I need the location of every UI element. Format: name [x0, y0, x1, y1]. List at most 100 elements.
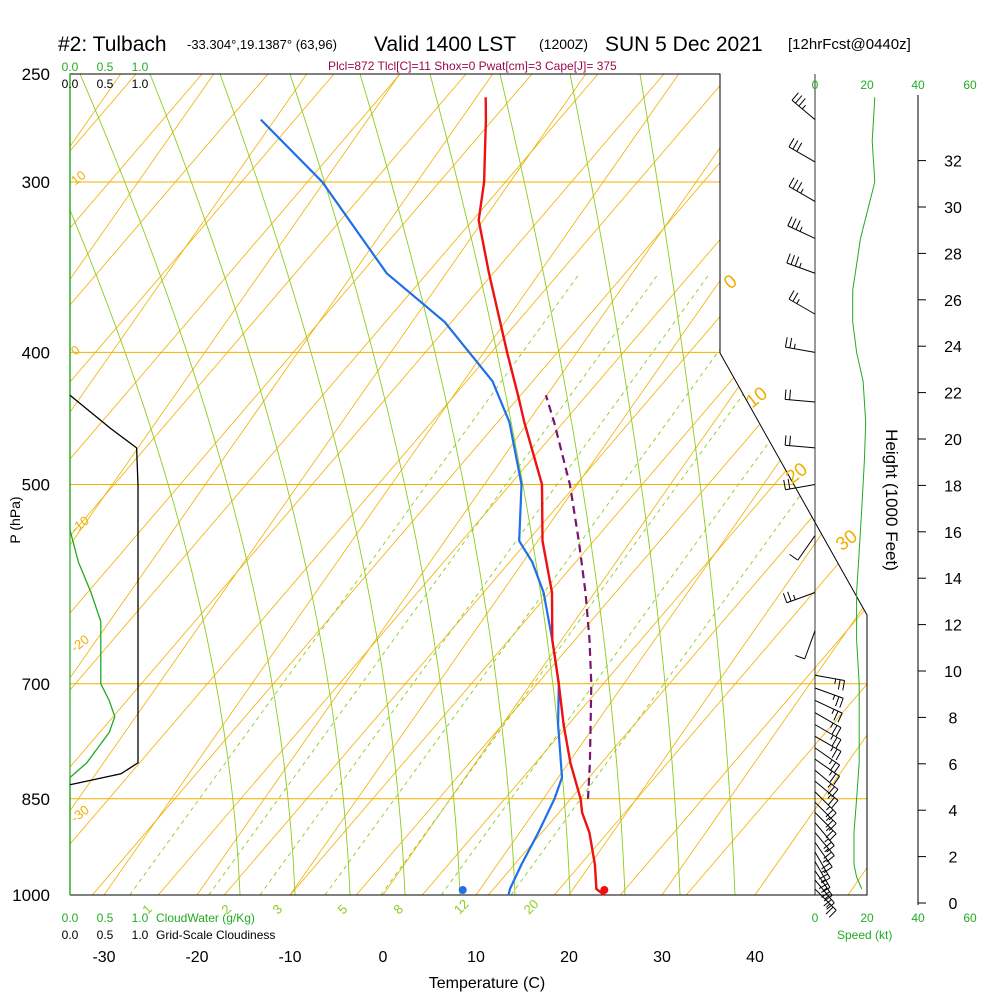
- wind-barb-shaft: [788, 146, 816, 163]
- wind-barb-flag: [787, 591, 792, 602]
- mixing-ratio-line: [259, 273, 711, 895]
- pressure-tick-label: 300: [22, 173, 50, 192]
- wind-barb-flag: [827, 797, 835, 806]
- wind-barb-flag: [826, 902, 835, 910]
- wind-barb-flag: [831, 789, 839, 798]
- wind-barb: [814, 879, 835, 910]
- dry-adiabat: [70, 74, 533, 895]
- wind-barb-flag: [823, 841, 832, 849]
- wind-top-tick: 0: [812, 78, 819, 92]
- wind-barb-flag: [829, 762, 837, 771]
- wind-barb-flag: [829, 773, 837, 783]
- height-tick-label: 22: [944, 386, 962, 403]
- temperature-tick-label: 10: [467, 949, 485, 966]
- wind-barb-shaft: [788, 185, 816, 202]
- wind-barb-half: [831, 709, 835, 715]
- dry-adiabat-label: -30: [68, 802, 92, 825]
- dry-adiabat-label: 10: [742, 383, 772, 413]
- wind-barb-shaft: [804, 630, 816, 660]
- height-tick-label: 16: [944, 525, 962, 542]
- wind-barb-flag: [792, 179, 799, 189]
- dry-adiabat: [70, 74, 335, 895]
- wind-barb-flag: [786, 253, 791, 264]
- dry-adiabat: [431, 74, 867, 895]
- wind-top-tick: 60: [963, 78, 977, 92]
- wind-barb: [791, 92, 816, 120]
- height-tick-label: 4: [949, 803, 958, 820]
- cloudiness-profile: [69, 394, 139, 786]
- wind-barb-flag: [837, 712, 843, 723]
- utc-time: (1200Z): [539, 36, 588, 52]
- dry-adiabat: [0, 74, 4, 961]
- wind-barb-flag: [788, 177, 795, 187]
- mixing-ratio-label: 8: [390, 901, 406, 917]
- wind-barb-flag: [833, 764, 840, 774]
- height-tick-label: 18: [944, 478, 962, 495]
- dry-adiabat-label: 10: [68, 167, 89, 188]
- moist-adiabat: [70, 74, 241, 895]
- wind-barb-flag: [782, 593, 788, 603]
- dry-adiabat: [299, 74, 867, 895]
- cloudiness-axis-label: Grid-Scale Cloudiness: [156, 928, 275, 942]
- wind-barb-half: [827, 794, 832, 799]
- dry-adiabat: [70, 74, 401, 895]
- wind-barb: [814, 780, 839, 809]
- dry-adiabat: [167, 74, 867, 895]
- wind-barb-half: [799, 262, 802, 268]
- height-tick-label: 28: [944, 246, 962, 263]
- height-tick-label: 12: [944, 618, 962, 635]
- moist-adiabat: [429, 74, 571, 895]
- wind-bottom-tick: 20: [860, 911, 874, 925]
- sounding-profiles: [69, 74, 609, 896]
- wind-barb: [782, 591, 816, 604]
- wind-barb-flag: [831, 725, 838, 735]
- dry-adiabat: [70, 74, 599, 895]
- wind-barb-flag: [823, 899, 832, 907]
- station-coords: -33.304°,19.1387° (63,96): [187, 37, 337, 52]
- wind-barb-shaft: [814, 687, 844, 699]
- wind-barb: [814, 851, 831, 884]
- wind-barb-flag: [828, 812, 837, 821]
- wind-barb-half: [824, 838, 829, 843]
- wind-barb-flag: [818, 883, 828, 890]
- wind-barb-half: [827, 783, 832, 788]
- moist-adiabat: [79, 74, 296, 895]
- wind-barb-flag: [831, 737, 838, 747]
- mixing-ratio-line: [208, 273, 660, 895]
- wind-barb-shaft: [785, 444, 816, 449]
- wind-barb-flag: [788, 290, 795, 300]
- dry-adiabat: [365, 74, 867, 895]
- wind-barb-flag: [795, 95, 803, 104]
- wind-barb-flag: [783, 479, 786, 490]
- temperature-tick-label: 0: [379, 949, 388, 966]
- surface-dewpoint-marker: [458, 886, 467, 894]
- cloud-water-profile: [69, 74, 116, 895]
- wind-barb: [814, 822, 835, 853]
- wind-barb-flag: [839, 698, 844, 708]
- wind-barb-flag: [821, 887, 831, 893]
- wind-barb-flag: [796, 142, 803, 152]
- wind-barb-shaft: [814, 712, 842, 729]
- valid-date: SUN 5 Dec 2021: [605, 33, 763, 56]
- isotherm: [754, 74, 867, 895]
- wind-barb-flag: [823, 866, 833, 874]
- height-tick-label: 2: [949, 850, 958, 867]
- pressure-tick-label: 850: [22, 790, 50, 809]
- wind-barb-half: [793, 594, 796, 600]
- isotherm: [70, 74, 308, 895]
- forecast-info: [12hrFcst@0440z]: [788, 36, 911, 53]
- dry-adiabat: [497, 74, 867, 895]
- dry-adiabat: [233, 74, 867, 895]
- wind-bottom-tick: 0: [812, 911, 819, 925]
- height-tick-label: 8: [949, 710, 958, 727]
- moist-adiabat: [219, 74, 406, 895]
- wind-panel: [782, 74, 876, 918]
- isotherm: [661, 74, 867, 895]
- wind-barb-half: [830, 722, 834, 728]
- wind-barb-half: [828, 770, 833, 776]
- temperature-tick-label: -20: [185, 949, 208, 966]
- dry-adiabat-label: -10: [68, 513, 92, 536]
- temperature-tick-label: 30: [653, 949, 671, 966]
- cloud-water-axis-label: CloudWater (g/Kg): [156, 911, 255, 925]
